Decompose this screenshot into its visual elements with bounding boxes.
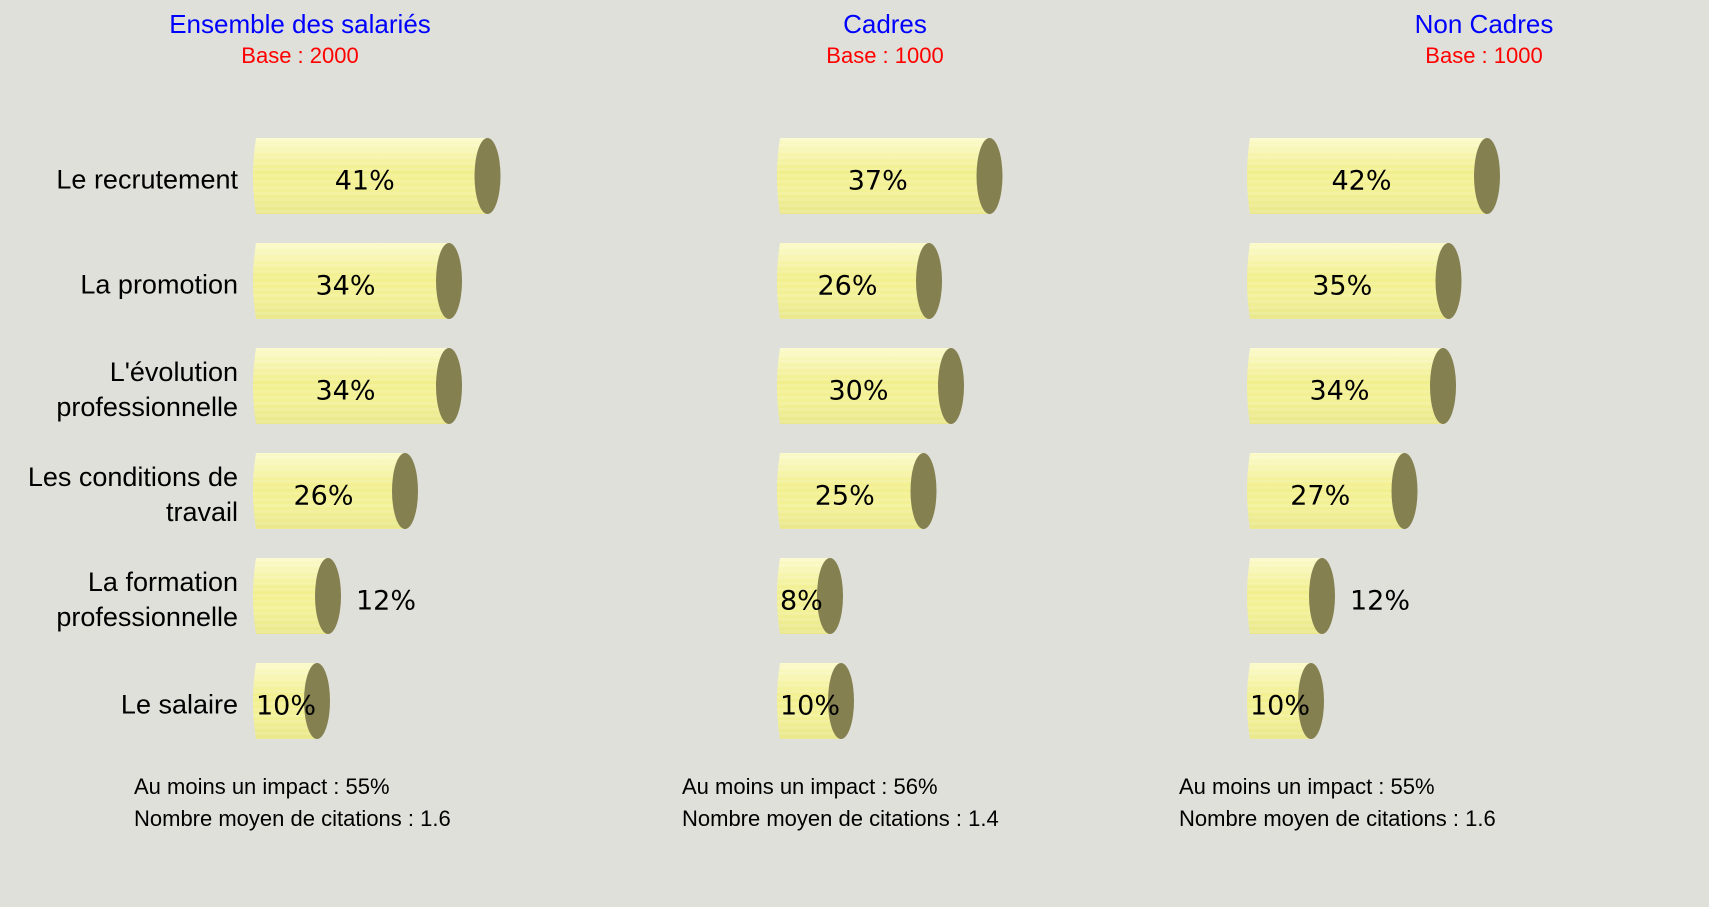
value-label: 41% [335,166,395,197]
category-label: Le recrutement [56,164,238,195]
bar-cap [436,243,462,319]
bar-stripes [777,348,951,424]
annotation: Au moins un impact : 55% [1179,774,1435,799]
bar-cap [474,138,501,214]
bar-stripes [1247,138,1487,214]
panel-title: Non Cadres [1415,9,1554,39]
annotation: Nombre moyen de citations : 1.6 [1179,806,1496,831]
bar-cap [817,558,843,634]
bar-stripes [253,138,488,214]
bar-cap [1391,453,1418,529]
value-label: 10% [1250,691,1310,722]
bar-cap [436,348,462,424]
category-label: La promotion [80,269,238,300]
bar-cap [1435,243,1462,319]
value-label: 26% [817,271,877,302]
bar-cap [392,453,418,529]
value-label: 34% [1309,376,1369,407]
category-label: L'évolution professionnelle [56,357,238,422]
value-label: 12% [1350,586,1410,617]
bar-stripes [1247,348,1443,424]
panel-subtitle: Base : 1000 [826,43,943,68]
panel-subtitle: Base : 1000 [1425,43,1542,68]
annotation: Nombre moyen de citations : 1.6 [134,806,451,831]
annotation: Nombre moyen de citations : 1.4 [682,806,999,831]
value-label: 26% [293,481,353,512]
category-label: La formation professionnelle [56,567,238,632]
bar-stripes [253,348,449,424]
bar-cap [1474,138,1500,214]
bar-cap [304,663,330,739]
panel-title: Cadres [843,9,927,39]
bar-stripes [777,558,830,634]
bar-stripes [1247,243,1449,319]
value-label: 34% [315,271,375,302]
bar-cap [1430,348,1456,424]
category-label: Les conditions de travail [27,462,238,527]
bar-stripes [253,663,317,739]
bar-stripes [777,138,990,214]
bar-cap [910,453,937,529]
bar-stripes [777,453,924,529]
bar-stripes [253,243,449,319]
bar-stripes [777,663,841,739]
bar-cap [1309,558,1335,634]
value-label: 25% [815,481,875,512]
value-label: 8% [780,586,823,617]
value-label: 35% [1312,271,1372,302]
bar-cap [1298,663,1324,739]
bar-cap [938,348,964,424]
bar-cap [828,663,854,739]
value-label: 34% [315,376,375,407]
bar-stripes [1247,558,1322,634]
value-label: 10% [256,691,316,722]
bar-cap [315,558,341,634]
value-label: 37% [848,166,908,197]
panel-title: Ensemble des salariés [169,9,431,39]
bar-stripes [1247,663,1311,739]
annotation: Au moins un impact : 55% [134,774,390,799]
bar-cap [976,138,1003,214]
value-label: 10% [780,691,840,722]
value-label: 12% [356,586,416,617]
annotation: Au moins un impact : 56% [682,774,938,799]
value-label: 42% [1331,166,1391,197]
category-label: Le salaire [120,689,238,720]
bar-stripes [777,243,929,319]
bar-stripes [1247,453,1405,529]
value-label: 27% [1290,481,1350,512]
panel-subtitle: Base : 2000 [241,43,358,68]
bar-stripes [253,558,328,634]
value-label: 30% [828,376,888,407]
bar-stripes [253,453,405,529]
bar-cap [916,243,942,319]
